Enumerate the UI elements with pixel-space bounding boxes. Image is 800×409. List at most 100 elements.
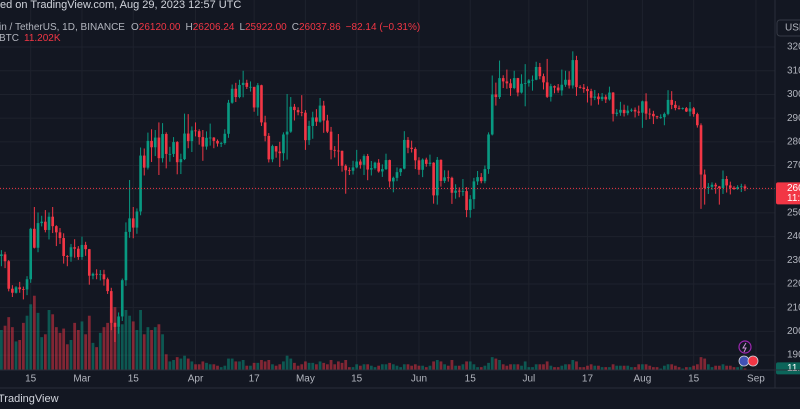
x-tick-label: Sep [747,374,765,385]
published-note: ed on TradingView.com, Aug 29, 2023 12:5… [0,0,241,11]
volume-bar [318,361,322,370]
volume-bar [743,368,747,370]
volume-bar [549,365,553,370]
volume-bar [194,364,197,370]
candle-body [479,177,483,182]
candle-body [285,131,289,135]
volume-bar [175,357,179,370]
volume-bar [388,362,392,370]
volume-bar [25,315,29,370]
volume-bar [124,310,128,370]
volume-bar [417,365,421,370]
candle-body [428,162,432,164]
volume-bar [197,364,201,370]
currency-label[interactable]: USD [785,23,800,34]
candles [0,51,747,343]
volume-bar [230,358,234,370]
volume-bar [311,362,315,370]
candle-body [271,146,274,160]
candle-body [454,190,457,193]
candle-body [666,99,670,114]
volume-bar [662,365,666,370]
candle-body [274,146,278,152]
volume-bar [575,361,578,370]
volume-bar [40,337,44,370]
candle-body [139,155,142,212]
candle-body [267,135,271,160]
y-tick-label: 20000 [787,326,800,337]
volume-bar [241,360,245,370]
volume-bar [432,361,436,370]
volume-bar [3,325,7,370]
candle-body [633,109,637,112]
candle-body [498,78,501,98]
volume-bar [76,330,80,370]
x-tick-label: 15 [128,374,140,385]
volume-bar [498,360,501,370]
candle-body [652,113,655,117]
candle-body [278,151,282,154]
ohlc-value: 26206.24 [193,22,235,33]
volume-bar [7,317,11,370]
volume-bar [139,310,142,370]
candle-body [238,84,241,98]
candle-body [219,143,223,144]
candle-body [707,186,710,189]
candle-body [337,150,340,152]
y-tick-label: 22000 [787,279,800,290]
candle-body [710,184,714,187]
candle-body [520,83,523,93]
volume-bar [395,365,399,370]
volume-bar [516,364,520,370]
candle-body [743,186,747,189]
volume-bar [670,364,674,370]
candle-body [76,248,80,257]
candle-body [230,88,234,103]
flag-icon[interactable] [747,355,759,367]
volume-bar [615,365,619,370]
event-icon[interactable] [738,340,752,354]
volume-bar [322,362,326,370]
candle-body [461,191,465,192]
candle-body [622,109,626,114]
candle-body [703,174,706,189]
candle-body [718,186,721,189]
candle-body [293,106,296,111]
flag-icon[interactable] [738,355,750,367]
candle-body [168,153,172,155]
candle-body [245,82,249,87]
candle-body [249,86,252,88]
candle-body [593,96,597,98]
volume-bar [677,367,681,370]
volume-bar [651,367,655,370]
volume-bar [36,312,40,370]
volume-bar [402,364,406,370]
volume-bar [384,364,388,370]
candle-body [282,134,285,154]
candle-body [739,186,743,188]
candle-body [355,161,359,168]
volume-bar [289,358,293,370]
currency-button[interactable] [776,19,800,37]
candle-body [128,218,131,232]
event-icon-glyph [742,342,747,353]
candle-body [659,117,663,118]
volume-bar [366,364,370,370]
candle-body [490,94,494,135]
volume-bar [183,355,186,370]
candle-body [608,92,611,100]
candle-body [362,156,366,165]
candle-body [736,187,739,189]
candle-body [161,134,164,159]
volume-bar [340,362,344,370]
volume-bar [534,364,538,370]
volume-bar [681,368,685,370]
y-tick-label: 25000 [787,208,800,219]
candle-body [641,101,644,113]
volume-bar [586,365,589,370]
candle-body [157,137,161,159]
volume-bar [509,364,512,370]
candle-body [571,60,575,86]
volume-bar [406,364,410,370]
volume-bar [95,347,99,370]
